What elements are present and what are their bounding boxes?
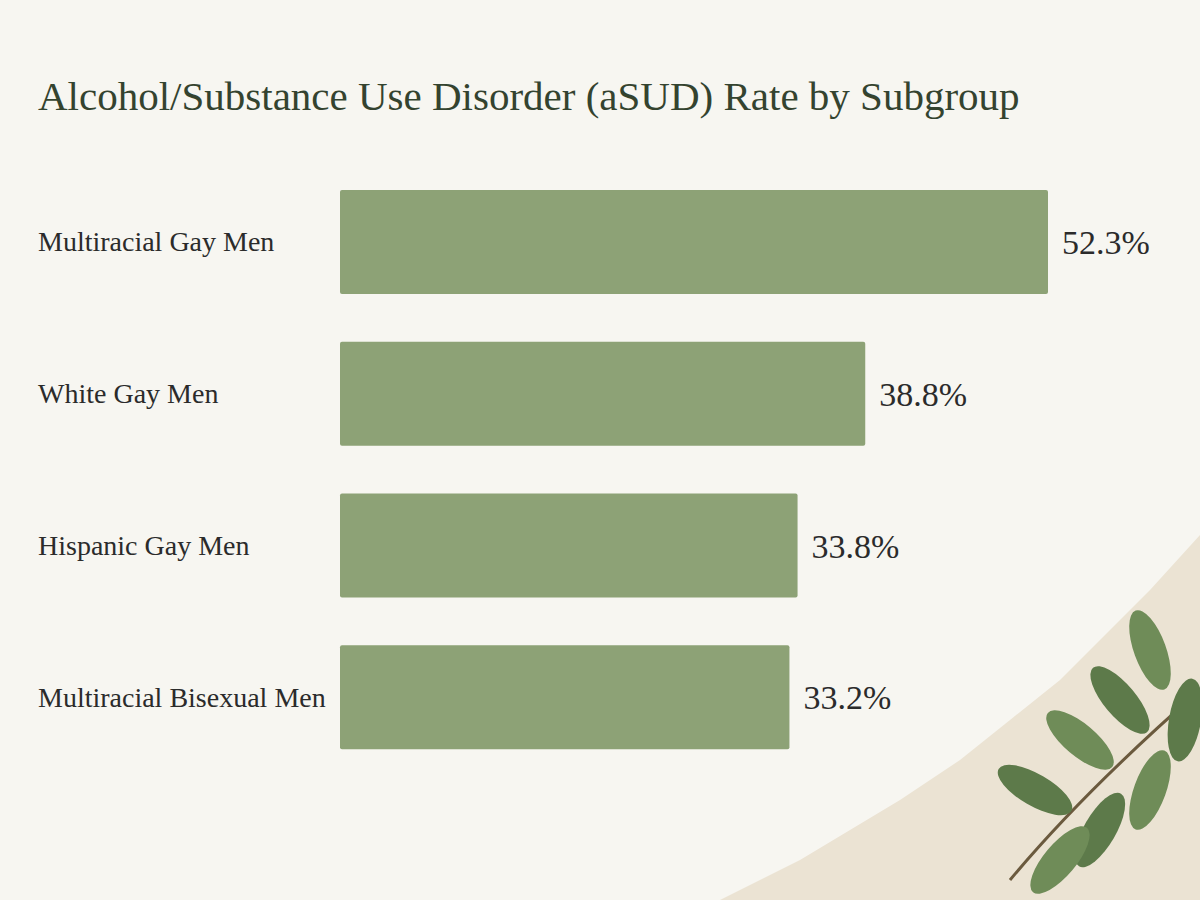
html-text:Alcohol/Substance Use Disorder: Alcohol/Substance Use Disorder (aSUD) Ra… <box>38 73 1020 119</box>
svg-text:52.3%: 52.3% <box>1062 224 1150 261</box>
svg-text:White Gay Men: White Gay Men <box>38 378 218 409</box>
svg-text:33.8%: 33.8% <box>812 528 900 565</box>
svg-text:Multiracial Bisexual Men: Multiracial Bisexual Men <box>38 682 326 713</box>
svg-text:Hispanic Gay Men: Hispanic Gay Men <box>38 530 250 561</box>
svg-text:38.8%: 38.8% <box>879 376 967 413</box>
svg-text:Multiracial Gay Men: Multiracial Gay Men <box>38 226 274 257</box>
svg-text:33.2%: 33.2% <box>803 679 891 716</box>
